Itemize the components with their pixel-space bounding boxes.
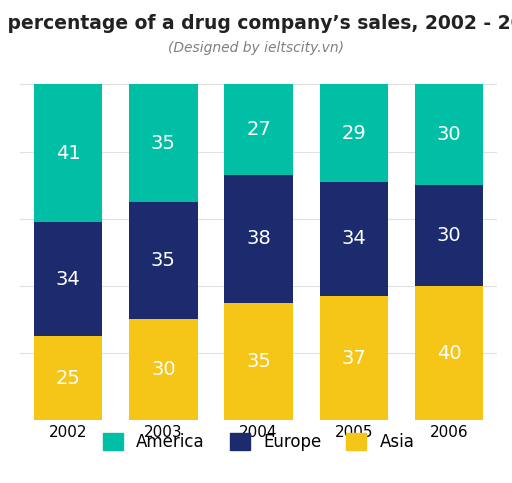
Text: 38: 38 [246,229,271,248]
Text: 30: 30 [151,360,176,379]
Text: 35: 35 [151,134,176,153]
Text: The percentage of a drug company’s sales, 2002 - 2006: The percentage of a drug company’s sales… [0,14,512,33]
Bar [129,85,198,202]
Text: (Designed by ieltscity.vn): (Designed by ieltscity.vn) [168,41,344,55]
Text: 30: 30 [437,125,461,144]
Text: 25: 25 [56,369,80,388]
Bar [129,202,198,319]
Bar [319,296,388,420]
Bar [34,336,102,420]
Text: 41: 41 [56,144,80,163]
Bar [415,85,483,185]
Bar [415,185,483,286]
Text: 30: 30 [437,226,461,245]
Text: 37: 37 [342,349,366,368]
Bar [224,175,293,303]
Text: 34: 34 [56,270,80,289]
Bar [319,85,388,182]
Bar [34,85,102,222]
Text: 29: 29 [342,124,366,142]
Bar [129,319,198,420]
Text: 35: 35 [151,251,176,270]
Bar [34,222,102,336]
Bar [224,303,293,420]
Bar [319,182,388,296]
Bar [415,286,483,420]
Text: 40: 40 [437,343,461,363]
Text: 34: 34 [342,229,366,248]
Bar [224,85,293,175]
Text: 35: 35 [246,352,271,371]
Text: 27: 27 [246,120,271,139]
Legend: America, Europe, Asia: America, Europe, Asia [96,426,421,458]
